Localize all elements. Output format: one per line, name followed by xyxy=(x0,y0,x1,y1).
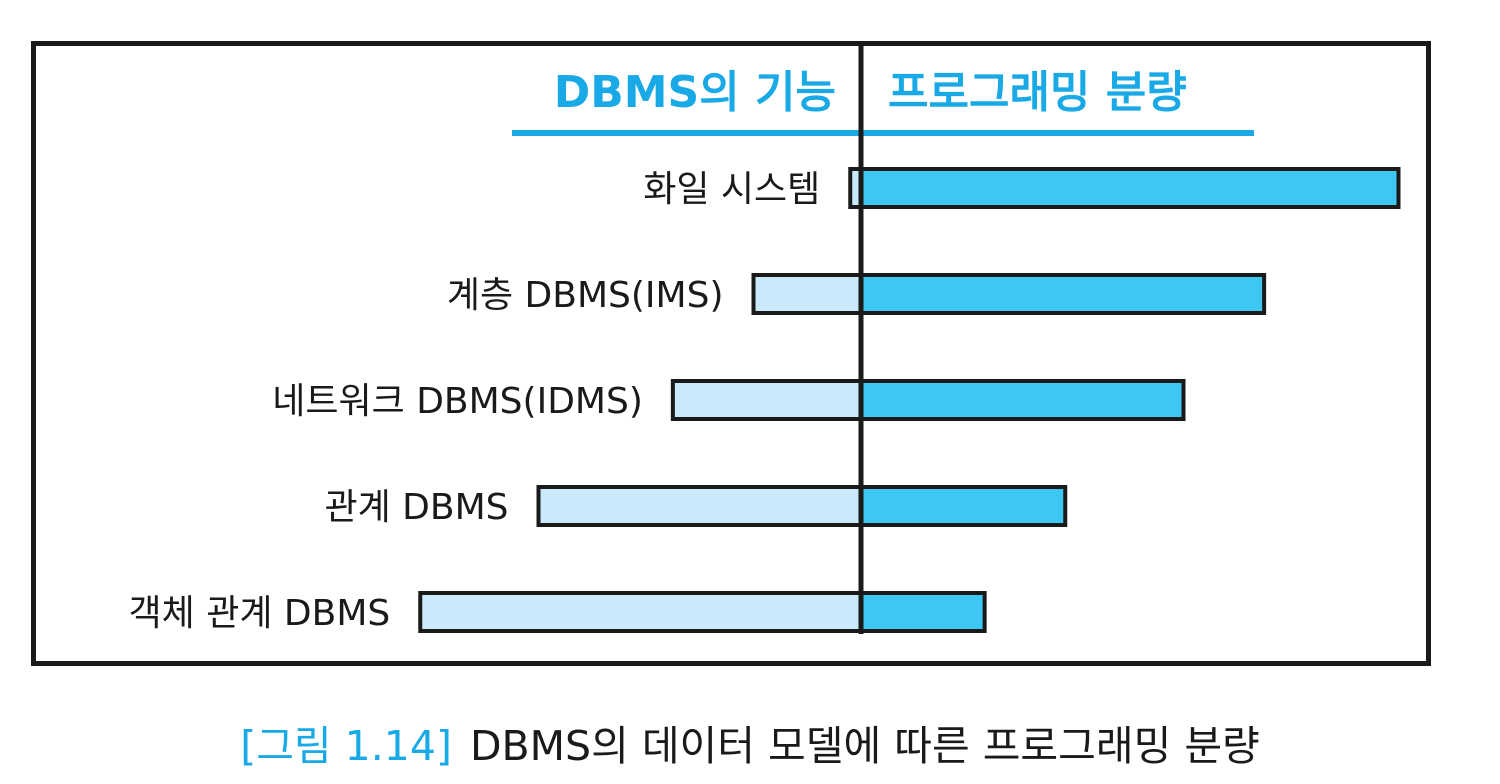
category-label-1: 화일 시스템 xyxy=(643,169,820,210)
bar-left-3 xyxy=(670,379,863,421)
caption-tag: [그림 1.14] xyxy=(240,722,452,770)
caption-text: DBMS의 데이터 모델에 따른 프로그래밍 분량 xyxy=(469,722,1260,770)
figure-caption: [그림 1.14] DBMS의 데이터 모델에 따른 프로그래밍 분량 xyxy=(0,712,1500,772)
bar-left-4 xyxy=(536,485,863,527)
bar-right-5 xyxy=(859,591,987,633)
bar-right-2 xyxy=(859,273,1267,315)
category-label-3: 네트워크 DBMS(IDMS) xyxy=(272,381,643,422)
bar-left-5 xyxy=(418,591,863,633)
chart-frame xyxy=(31,41,1431,666)
right-header: 프로그래밍 분량 xyxy=(888,67,1187,118)
category-label-4: 관계 DBMS xyxy=(324,487,508,528)
bar-right-1 xyxy=(859,167,1401,209)
bar-left-2 xyxy=(751,273,863,315)
left-header: DBMS의 기능 xyxy=(554,67,836,118)
category-label-5: 객체 관계 DBMS xyxy=(129,593,391,634)
bar-right-3 xyxy=(859,379,1186,421)
category-label-2: 계층 DBMS(IMS) xyxy=(447,275,724,316)
bar-right-4 xyxy=(859,485,1068,527)
